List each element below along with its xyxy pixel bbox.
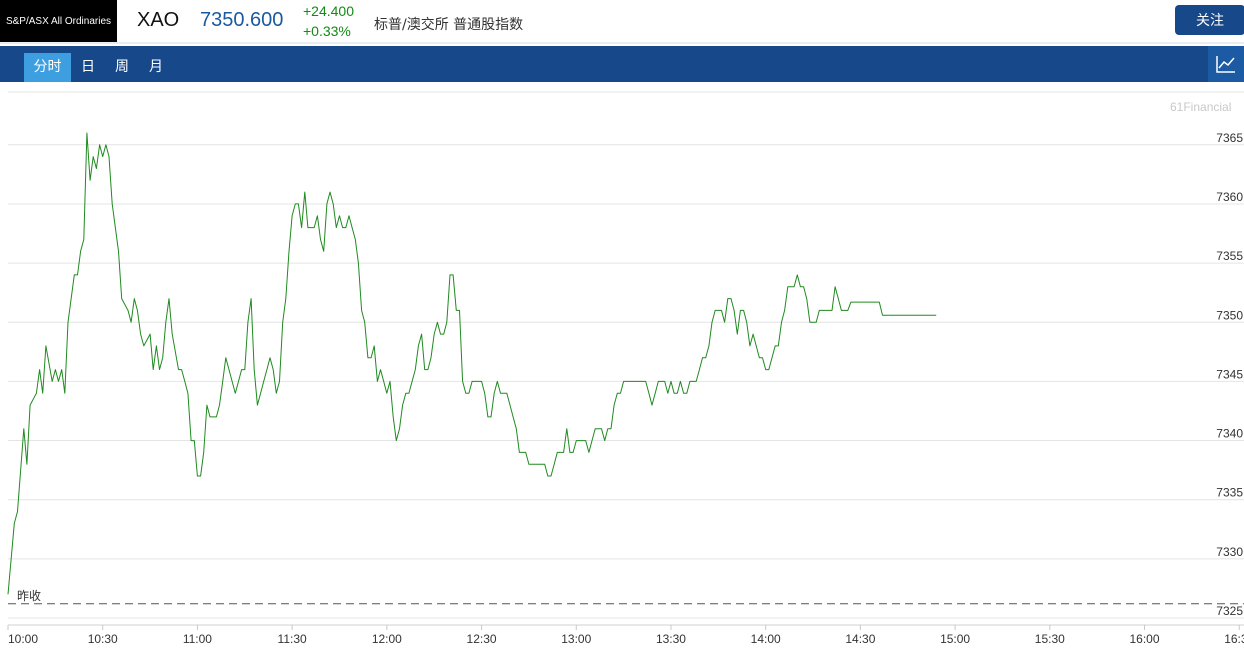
price-change: +24.400 bbox=[303, 3, 354, 19]
price-line bbox=[7, 132, 937, 595]
line-chart-icon bbox=[1216, 56, 1235, 73]
y-tick-label: 7340 bbox=[1216, 427, 1243, 441]
ticker-symbol: XAO bbox=[137, 9, 180, 31]
source-watermark: 61Financial bbox=[1170, 100, 1232, 114]
x-tick-label: 14:30 bbox=[845, 632, 875, 646]
x-tick-label: 16:00 bbox=[1130, 632, 1160, 646]
y-tick-label: 7330 bbox=[1216, 545, 1243, 559]
x-tick-label: 10:00 bbox=[8, 632, 38, 646]
x-tick-label: 14:00 bbox=[751, 632, 781, 646]
logo-text: S&P/ASX All Ordinaries bbox=[5, 15, 112, 27]
x-tick-label: 12:00 bbox=[372, 632, 402, 646]
index-logo: S&P/ASX All Ordinaries bbox=[0, 0, 117, 42]
follow-button[interactable]: 关注 bbox=[1175, 5, 1244, 35]
tab-weekly[interactable]: 周 bbox=[115, 59, 129, 75]
y-tick-label: 7325 bbox=[1216, 604, 1243, 618]
header-divider bbox=[0, 42, 1244, 44]
index-name: 标普/澳交所 普通股指数 bbox=[374, 17, 524, 33]
y-tick-label: 7360 bbox=[1216, 190, 1243, 204]
x-tick-label: 13:00 bbox=[561, 632, 591, 646]
y-tick-label: 7345 bbox=[1216, 367, 1243, 381]
tab-monthly[interactable]: 月 bbox=[149, 59, 163, 75]
y-tick-label: 7355 bbox=[1216, 249, 1243, 263]
price-change-percent: +0.33% bbox=[303, 23, 351, 39]
prev-close-label: 昨收 bbox=[17, 589, 41, 603]
y-tick-label: 7335 bbox=[1216, 486, 1243, 500]
x-tick-label: 16:30 bbox=[1224, 632, 1244, 646]
x-tick-label: 13:30 bbox=[656, 632, 686, 646]
x-tick-label: 11:30 bbox=[278, 632, 307, 646]
tab-intraday[interactable]: 分时 bbox=[24, 53, 71, 82]
x-tick-label: 15:00 bbox=[940, 632, 970, 646]
x-tick-label: 12:30 bbox=[467, 632, 497, 646]
period-tab-bar: 分时 日 周 月 bbox=[0, 46, 1244, 82]
y-tick-label: 7350 bbox=[1216, 308, 1243, 322]
y-tick-label: 7365 bbox=[1216, 131, 1243, 145]
tab-daily[interactable]: 日 bbox=[81, 59, 95, 75]
last-price: 7350.600 bbox=[200, 9, 284, 31]
chart-type-button[interactable] bbox=[1208, 46, 1244, 82]
x-tick-label: 15:30 bbox=[1035, 632, 1065, 646]
x-tick-label: 11:00 bbox=[183, 632, 212, 646]
x-tick-label: 10:30 bbox=[88, 632, 118, 646]
